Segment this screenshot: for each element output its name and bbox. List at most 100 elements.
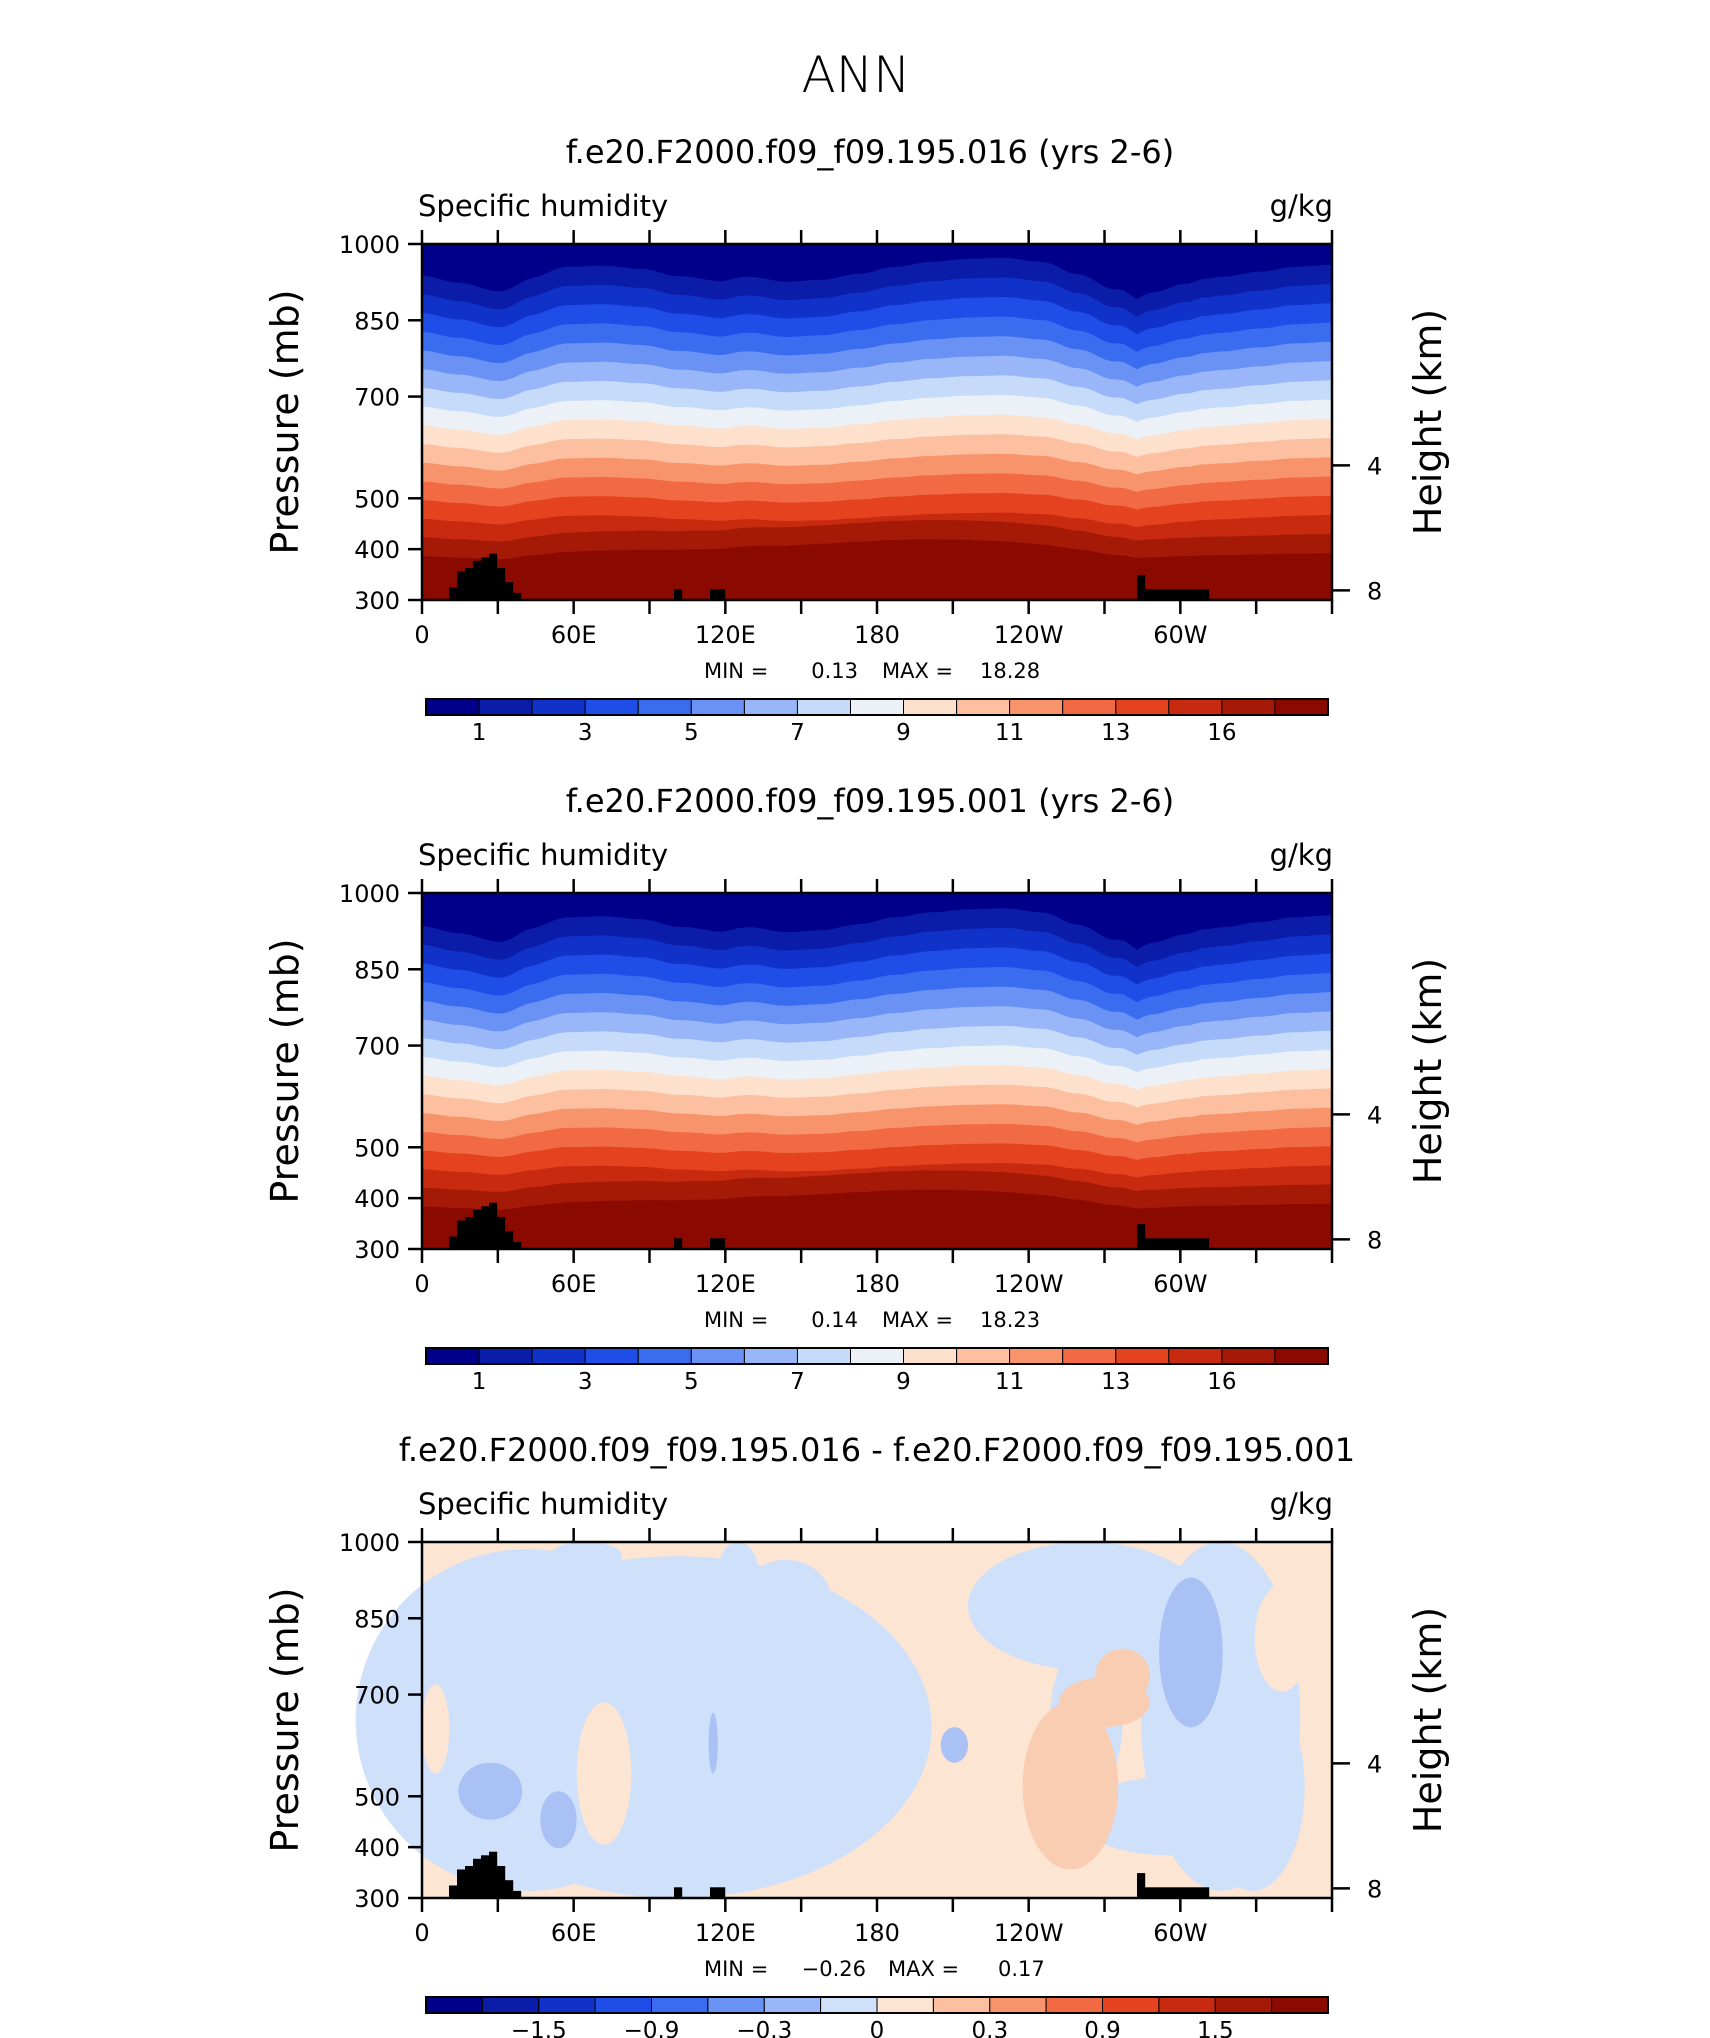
x-tick-label: 60E <box>551 1270 597 1298</box>
units-label: g/kg <box>1270 838 1333 872</box>
land-cell-16 <box>1169 1238 1178 1249</box>
max-label: MAX = <box>888 1957 959 1981</box>
min-label: MIN = <box>704 1957 768 1981</box>
land-cell-3 <box>473 1858 482 1898</box>
y-tick-label: 300 <box>354 1885 400 1913</box>
x-tick-label: 0 <box>414 1270 429 1298</box>
land-cell-18 <box>1185 1887 1194 1898</box>
y-right-tick-label: 8 <box>1367 1875 1382 1903</box>
colorbar-swatch <box>850 698 905 716</box>
land-cell-16 <box>1169 589 1178 600</box>
land-cell-2 <box>465 568 474 600</box>
colorbar-label: 7 <box>790 1369 805 1395</box>
contour-field <box>422 893 1332 1249</box>
land-cell-13 <box>1145 1887 1154 1898</box>
x-tick-label: 0 <box>414 1919 429 1947</box>
land-cell-18 <box>1185 589 1194 600</box>
panel-title: f.e20.F2000.f09_f09.195.016 - f.e20.F200… <box>399 1431 1355 1469</box>
colorbar-swatch <box>425 1347 480 1365</box>
land-cell-14 <box>1153 589 1162 600</box>
land-cell-2 <box>465 1217 474 1249</box>
colorbar-swatch <box>1274 698 1329 716</box>
colorbar-swatch <box>743 698 799 716</box>
page-title: ANN <box>801 46 910 104</box>
colorbar: −1.5 −0.9 −0.3 0 0.3 0.9 1.5 <box>425 1996 1329 2038</box>
land-cell-1 <box>457 1220 466 1249</box>
colorbar-swatch <box>1158 1996 1216 2014</box>
land-cell-9 <box>674 1238 683 1249</box>
land-cell-17 <box>1177 1887 1186 1898</box>
land-cell-20 <box>1201 589 1210 600</box>
diff-region-5 <box>740 1559 832 1642</box>
diff-region-16 <box>540 1791 577 1849</box>
y-right-tick-label: 4 <box>1367 1101 1382 1129</box>
y-axis-label-right: Height (km) <box>1406 958 1450 1184</box>
land-cell-15 <box>1161 589 1170 600</box>
land-cell-4 <box>481 1206 490 1249</box>
land-cell-4 <box>481 557 490 600</box>
land-cell-10 <box>710 589 719 600</box>
y-tick-label: 1000 <box>339 1529 400 1557</box>
y-axis-label: Pressure (mb) <box>263 289 307 554</box>
colorbar-frame <box>425 1347 1329 1365</box>
colorbar-swatch <box>478 1347 533 1365</box>
contour-field <box>422 244 1332 600</box>
units-label: g/kg <box>1270 189 1333 223</box>
x-tick-label: 180 <box>854 621 900 649</box>
panel-2: f.e20.F2000.f09_f09.195.001 (yrs 2-6) Sp… <box>263 782 1450 1395</box>
land-cell-19 <box>1193 589 1202 600</box>
land-cell-12 <box>1137 1873 1146 1898</box>
land-cell-11 <box>717 1887 726 1898</box>
colorbar-swatch <box>1115 1347 1170 1365</box>
land-cell-10 <box>710 1238 719 1249</box>
x-tick-label: 120W <box>994 1270 1064 1298</box>
land-cell-1 <box>457 1869 466 1898</box>
diff-region-3 <box>694 1819 759 1891</box>
diff-region-1 <box>355 1549 698 1891</box>
x-tick-label: 120E <box>695 1270 756 1298</box>
y-right-tick-label: 4 <box>1367 452 1382 480</box>
colorbar-label: 5 <box>684 720 699 746</box>
land-cell-14 <box>1153 1887 1162 1898</box>
land-cell-8 <box>513 592 522 600</box>
colorbar-swatch <box>796 1347 852 1365</box>
land-cell-4 <box>481 1855 490 1898</box>
x-tick-label: 60W <box>1153 1919 1207 1947</box>
colorbar-swatch <box>481 1996 540 2014</box>
colorbar-swatch <box>478 698 533 716</box>
colorbar-label: 3 <box>578 1369 593 1395</box>
panel-title: f.e20.F2000.f09_f09.195.001 (yrs 2-6) <box>566 782 1175 820</box>
x-tick-label: 60W <box>1153 1270 1207 1298</box>
diff-region-14 <box>1254 1584 1310 1692</box>
land-mask <box>449 1202 1210 1249</box>
colorbar: 1 3 5 7 9 11 13 16 <box>425 698 1329 746</box>
variable-label: Specific humidity <box>418 189 668 223</box>
land-cell-12 <box>1137 1224 1146 1249</box>
x-tick-label: 180 <box>854 1919 900 1947</box>
colorbar: 1 3 5 7 9 11 13 16 <box>425 1347 1329 1395</box>
land-cell-17 <box>1177 589 1186 600</box>
colorbar-swatch <box>651 1996 709 2014</box>
colorbar-swatch <box>1221 1347 1276 1365</box>
colorbar-swatch <box>1009 698 1064 716</box>
land-cell-3 <box>473 1209 482 1249</box>
land-cell-5 <box>489 1202 498 1249</box>
colorbar-swatch <box>796 698 852 716</box>
colorbar-swatch <box>1009 1347 1064 1365</box>
colorbar-swatch <box>584 698 639 716</box>
diff-region-23 <box>1095 1648 1150 1703</box>
colorbar-swatch <box>1062 698 1117 716</box>
colorbar-swatch <box>820 1996 878 2014</box>
colorbar-swatch <box>425 1996 483 2014</box>
land-cell-8 <box>513 1890 522 1898</box>
colorbar-frame <box>425 698 1329 716</box>
y-tick-label: 400 <box>354 1834 400 1862</box>
colorbar-swatch <box>1168 698 1223 716</box>
land-cell-5 <box>489 1851 498 1898</box>
axes: 0 60E 120E 180 120W 60W 300 400 500 700 850 1000 8 4 <box>339 879 1382 1298</box>
y-right-tick-label: 4 <box>1367 1750 1382 1778</box>
y-tick-label: 850 <box>354 307 400 335</box>
land-cell-9 <box>674 589 683 600</box>
contour-level-16 <box>422 1189 1332 1249</box>
